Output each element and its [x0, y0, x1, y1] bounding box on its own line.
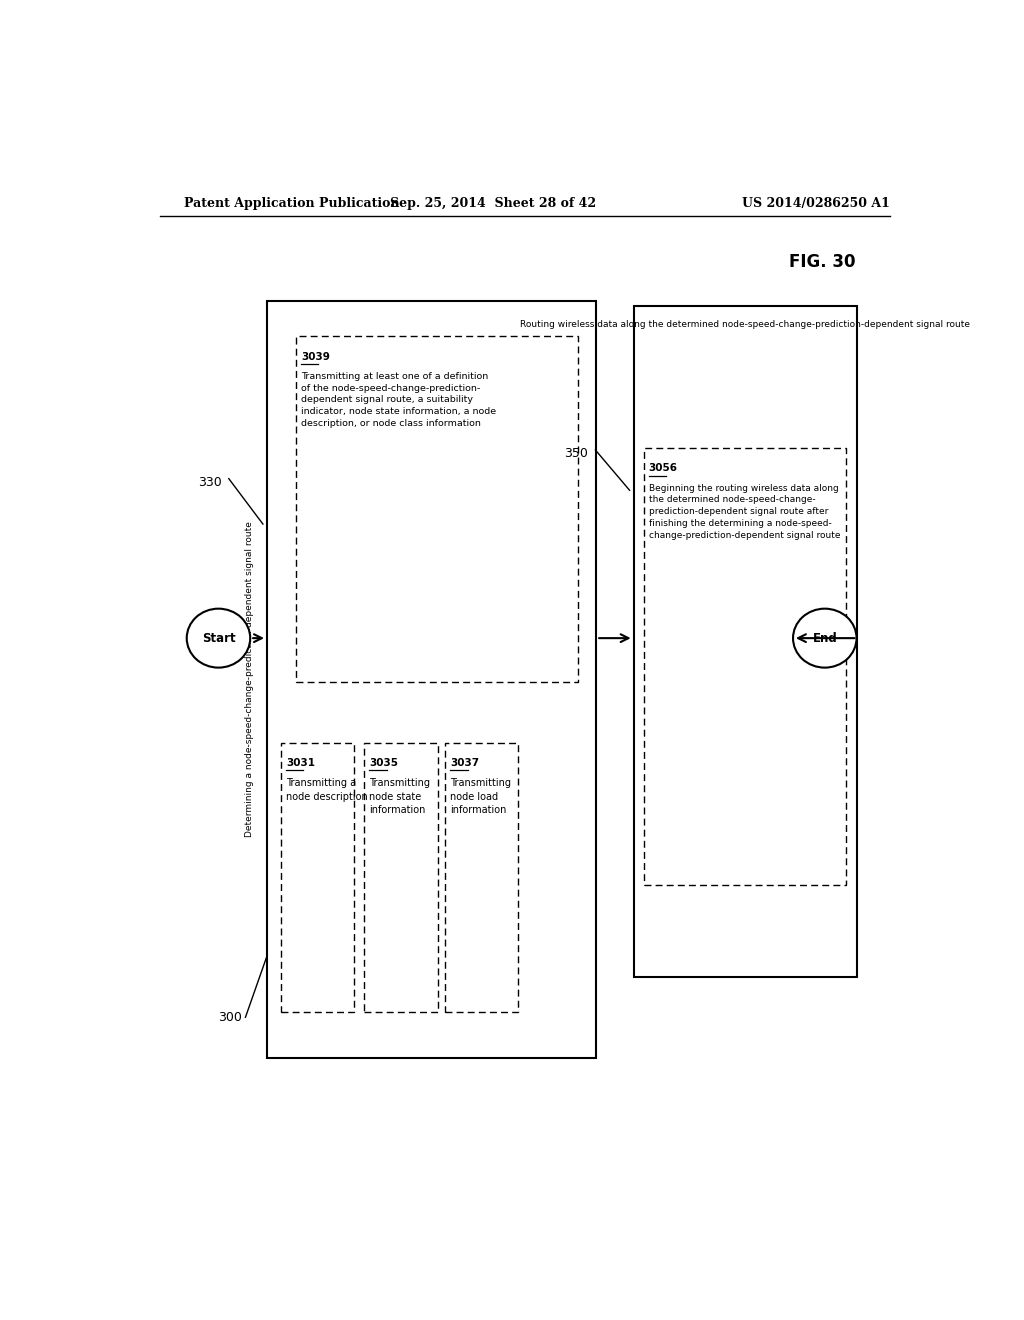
- Ellipse shape: [793, 609, 856, 668]
- Text: Beginning the routing wireless data along
the determined node-speed-change-
pred: Beginning the routing wireless data alon…: [648, 483, 840, 540]
- Bar: [365, 743, 437, 1012]
- Text: Transmitting
node load
information: Transmitting node load information: [451, 779, 511, 814]
- Text: 300: 300: [218, 1011, 242, 1024]
- Text: 3031: 3031: [286, 758, 315, 768]
- Bar: [634, 306, 857, 977]
- Bar: [445, 743, 518, 1012]
- Text: 3039: 3039: [301, 351, 330, 362]
- Bar: [644, 447, 846, 886]
- Text: 3037: 3037: [451, 758, 479, 768]
- Bar: [267, 301, 596, 1057]
- Bar: [296, 337, 578, 682]
- Text: End: End: [812, 632, 838, 644]
- Text: Transmitting
node state
information: Transmitting node state information: [370, 779, 430, 814]
- Text: Start: Start: [202, 632, 236, 644]
- Text: Determining a node-speed-change-prediction-dependent signal route: Determining a node-speed-change-predicti…: [245, 521, 254, 837]
- Text: Sep. 25, 2014  Sheet 28 of 42: Sep. 25, 2014 Sheet 28 of 42: [390, 197, 596, 210]
- Text: Patent Application Publication: Patent Application Publication: [183, 197, 399, 210]
- Text: Transmitting at least one of a definition
of the node-speed-change-prediction-
d: Transmitting at least one of a definitio…: [301, 372, 497, 428]
- Text: 3035: 3035: [370, 758, 398, 768]
- Ellipse shape: [186, 609, 250, 668]
- Text: Routing wireless data along the determined node-speed-change-prediction-dependen: Routing wireless data along the determin…: [520, 319, 971, 329]
- Text: 3056: 3056: [648, 463, 678, 474]
- Text: 350: 350: [564, 447, 589, 459]
- Text: FIG. 30: FIG. 30: [790, 253, 856, 271]
- Text: Transmitting a
node description: Transmitting a node description: [286, 779, 368, 801]
- Text: 330: 330: [198, 477, 221, 488]
- Bar: [282, 743, 354, 1012]
- Text: US 2014/0286250 A1: US 2014/0286250 A1: [742, 197, 890, 210]
